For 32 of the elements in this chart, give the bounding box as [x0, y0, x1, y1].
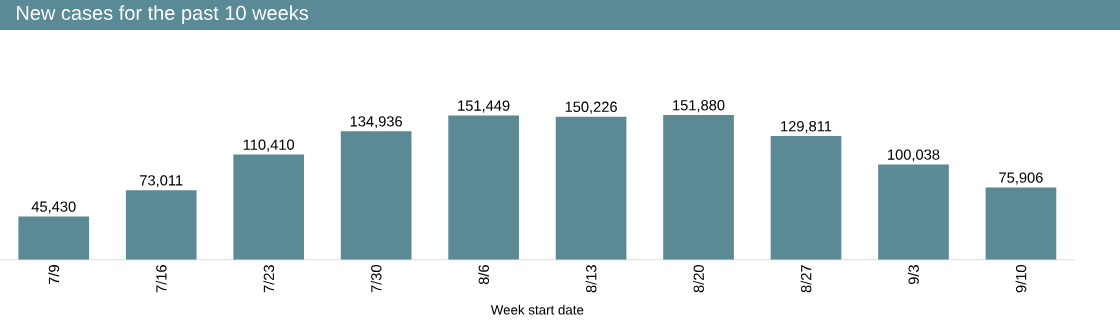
x-axis-title: Week start date	[490, 304, 584, 315]
data-label: 134,936	[350, 116, 402, 129]
data-label: 110,410	[243, 139, 295, 152]
x-tick-label: 8/20	[693, 265, 704, 293]
chart-title: New cases for the past 10 weeks	[17, 5, 309, 24]
x-tick-label: 8/13	[585, 265, 597, 293]
bar	[125, 190, 197, 260]
data-label: 129,811	[781, 121, 832, 134]
x-tick-label: 7/30	[370, 265, 382, 293]
bar	[448, 115, 519, 260]
x-tick-label: 7/23	[263, 265, 275, 293]
bar	[18, 216, 90, 260]
data-label: 151,449	[458, 100, 510, 113]
bar	[985, 187, 1057, 260]
data-label: 150,226	[565, 101, 617, 114]
bar	[770, 136, 842, 260]
x-tick-label: 8/6	[478, 265, 489, 285]
data-label: 100,038	[888, 149, 940, 162]
bar	[340, 131, 412, 260]
x-tick-label: 7/16	[155, 265, 167, 293]
bar	[233, 154, 305, 260]
x-tick-label: 9/10	[1015, 265, 1027, 293]
bar	[555, 116, 627, 260]
bar	[663, 115, 734, 260]
data-label: 73,011	[140, 175, 183, 188]
data-label: 75,906	[999, 172, 1043, 185]
data-label: 45,430	[31, 201, 76, 214]
x-tick-label: 9/3	[908, 265, 919, 285]
bar	[878, 164, 949, 260]
data-label: 151,880	[673, 100, 725, 113]
x-tick-label: 7/9	[48, 265, 60, 285]
x-tick-label: 8/27	[800, 265, 812, 293]
